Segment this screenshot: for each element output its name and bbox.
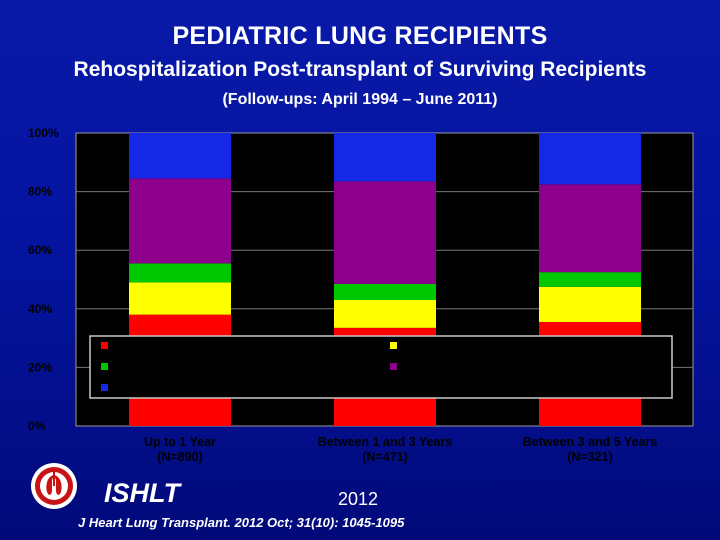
y-tick-label: 80% [28, 185, 52, 199]
bar-segment [129, 133, 231, 179]
legend-marker [101, 342, 108, 349]
y-tick-label: 60% [28, 243, 52, 257]
y-tick-label: 100% [28, 126, 59, 140]
ishlt-logo [31, 463, 77, 509]
legend-marker [390, 363, 397, 370]
category-label: Between 1 and 3 Years (N=471) [318, 435, 453, 464]
followup-period: (Follow-ups: April 1994 – June 2011) [222, 91, 498, 108]
y-tick-label: 40% [28, 302, 52, 316]
bar-segment [539, 272, 641, 287]
bar-segment [129, 263, 231, 283]
chart-title: PEDIATRIC LUNG RECIPIENTS [172, 22, 548, 50]
bar-segment [539, 184, 641, 273]
org-name: ISHLT [104, 478, 180, 508]
y-tick-label: 20% [28, 360, 52, 374]
bar-segment [334, 181, 436, 284]
legend-marker [390, 342, 397, 349]
bar-segment [129, 282, 231, 315]
bar-segment [334, 300, 436, 328]
bar-segment [334, 133, 436, 182]
report-year: 2012 [338, 489, 379, 509]
chart-subtitle: Rehospitalization Post-transplant of Sur… [73, 58, 647, 81]
citation: J Heart Lung Transplant. 2012 Oct; 31(10… [78, 515, 405, 530]
bar-segment [539, 133, 641, 185]
bar-segment [539, 286, 641, 322]
category-label: Up to 1 Year (N=890) [144, 435, 216, 464]
legend-marker [101, 363, 108, 370]
category-label: Between 3 and 5 Years (N=321) [523, 435, 658, 464]
legend-box [89, 335, 673, 399]
bar-segment [334, 283, 436, 301]
y-tick-label: 0% [28, 419, 46, 433]
bar-segment [129, 178, 231, 264]
legend-marker [101, 384, 108, 391]
